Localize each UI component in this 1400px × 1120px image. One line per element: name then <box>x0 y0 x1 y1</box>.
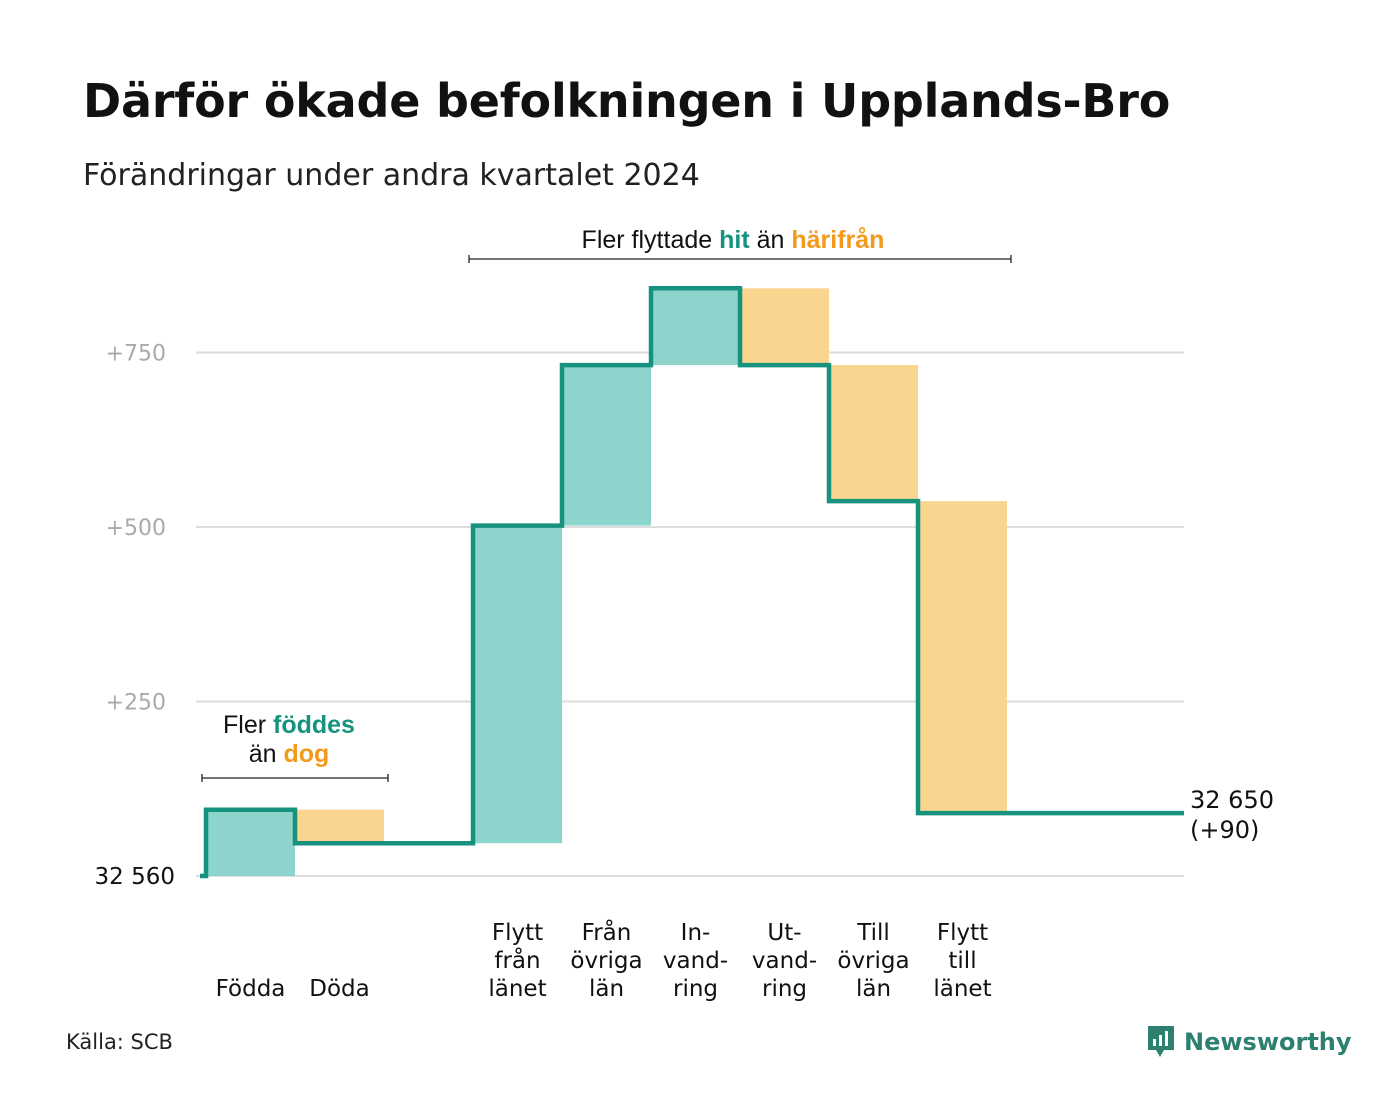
category-label: Döda <box>309 976 369 1002</box>
bar <box>918 501 1007 814</box>
category-label: Flytt till länet <box>933 920 991 1002</box>
annotation-births-line1: Fler föddes <box>223 711 355 739</box>
chart-subtitle: Förändringar under andra kvartalet 2024 <box>83 158 700 193</box>
source-note: Källa: SCB <box>66 1030 173 1054</box>
bar <box>562 365 651 526</box>
category-label: Flytt från länet <box>488 920 546 1002</box>
annotation-migration: Fler flyttade hit än härifrån <box>582 226 885 254</box>
y-tick-label: +500 <box>106 516 166 541</box>
category-label: Till övriga län <box>837 920 909 1002</box>
brand-name: Newsworthy <box>1184 1028 1352 1056</box>
y-tick-label: +250 <box>106 691 166 716</box>
category-label: In-vand-ring <box>663 920 728 1002</box>
brand-logo: Newsworthy <box>1146 1024 1352 1060</box>
newsworthy-logo-icon <box>1148 1026 1174 1057</box>
y-tick-label: +750 <box>106 342 166 367</box>
start-value-label: 32 560 <box>95 864 175 890</box>
bar <box>651 288 740 366</box>
category-label: Födda <box>216 976 286 1002</box>
annotation-births-line2: än dog <box>249 740 330 768</box>
end-value-label: 32 650 (+90) <box>1190 786 1274 844</box>
cumulative-step-line <box>200 286 1184 879</box>
category-label: Från övriga län <box>570 918 642 1002</box>
chart-title: Därför ökade befolkningen i Upplands-Bro <box>83 74 1171 128</box>
bar <box>829 365 918 502</box>
bar <box>473 525 562 844</box>
bar <box>206 809 295 876</box>
bar <box>740 288 829 366</box>
bar <box>295 809 384 844</box>
category-label: Ut-vand-ring <box>752 920 817 1002</box>
